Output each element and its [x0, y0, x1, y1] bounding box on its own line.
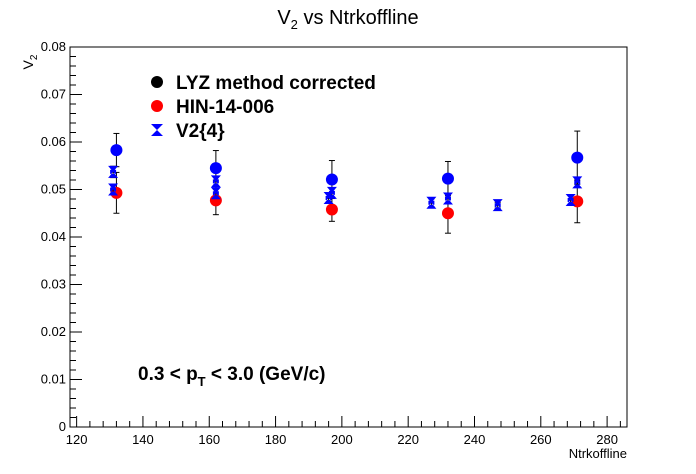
- star-marker: [210, 175, 221, 188]
- legend: LYZ method corrected HIN-14-006 V2{4}: [151, 73, 376, 142]
- data-point: [441, 160, 454, 197]
- x-tick-label: 220: [397, 432, 419, 447]
- data-point: [565, 193, 576, 206]
- data-point: [572, 176, 583, 189]
- legend-marker-lyz: [151, 76, 163, 88]
- y-tick-label: 0: [59, 419, 66, 434]
- data-point: [323, 192, 334, 205]
- circle-marker: [110, 144, 123, 157]
- legend-marker-v24: [151, 124, 163, 136]
- x-tick-label: 260: [530, 432, 552, 447]
- star-marker: [442, 192, 453, 205]
- pt-range-annotation: 0.3 < pT < 3.0 (GeV/c): [138, 364, 326, 389]
- circle-marker: [571, 151, 584, 164]
- chart-title-rest: vs Ntrkoffline: [298, 7, 419, 29]
- x-tick-label: 280: [596, 432, 618, 447]
- data-point: [108, 183, 119, 196]
- star-marker: [565, 193, 576, 206]
- data-layer: [108, 130, 584, 234]
- y-axis: 0 0.01 0.02 0.03 0.04 0.05 0.06 0.07 0.08: [41, 39, 82, 434]
- chart-title: V2 vs Ntrkoffline: [277, 7, 418, 32]
- data-point: [426, 196, 437, 209]
- circle-marker: [325, 173, 338, 186]
- data-point: [325, 197, 338, 222]
- x-axis-label: Ntrkoffline: [569, 446, 627, 461]
- x-tick-label: 160: [198, 432, 220, 447]
- circle-marker: [441, 207, 454, 220]
- y-axis-label-subscript: 2: [29, 54, 40, 60]
- y-tick-label: 0.08: [41, 39, 66, 54]
- y-tick-label: 0.01: [41, 372, 66, 387]
- legend-label-lyz: LYZ method corrected: [176, 73, 376, 94]
- y-tick-label: 0.05: [41, 182, 66, 197]
- star-marker: [210, 187, 221, 200]
- circle-marker: [325, 203, 338, 216]
- star-marker: [108, 165, 119, 178]
- y-axis-label-main: V: [20, 59, 36, 69]
- data-point: [492, 199, 503, 212]
- pt-annotation-subscript: T: [198, 374, 206, 389]
- y-tick-label: 0.04: [41, 229, 66, 244]
- star-marker: [108, 183, 119, 196]
- pt-annotation-rest: < 3.0 (GeV/c): [206, 364, 326, 385]
- data-point: [210, 187, 221, 200]
- data-point: [108, 165, 119, 179]
- y-tick-label: 0.07: [41, 87, 66, 102]
- y-tick-label: 0.06: [41, 134, 66, 149]
- data-point: [210, 175, 221, 188]
- y-tick-label: 0.02: [41, 324, 66, 339]
- star-marker: [323, 192, 334, 205]
- x-axis: 120 140 160 180 200 220 240 260 280: [66, 416, 621, 447]
- circle-marker: [441, 172, 454, 185]
- star-marker: [572, 176, 583, 189]
- x-tick-label: 200: [331, 432, 353, 447]
- y-tick-label: 0.03: [41, 277, 66, 292]
- legend-label-v24: V2{4}: [176, 121, 225, 142]
- pt-annotation-main: 0.3 < p: [138, 364, 198, 385]
- y-axis-label: V2: [20, 54, 40, 69]
- x-tick-label: 120: [66, 432, 88, 447]
- star-marker: [492, 199, 503, 212]
- data-point: [442, 192, 453, 205]
- star-marker: [426, 196, 437, 209]
- data-point: [571, 130, 584, 185]
- x-tick-label: 140: [132, 432, 154, 447]
- data-point: [110, 132, 123, 168]
- circle-marker: [209, 162, 222, 175]
- chart-title-subscript: 2: [291, 17, 298, 32]
- legend-label-hin: HIN-14-006: [176, 97, 274, 118]
- legend-marker-hin: [151, 100, 163, 112]
- chart-title-main: V: [277, 7, 291, 29]
- x-tick-label: 180: [265, 432, 287, 447]
- x-tick-label: 240: [464, 432, 486, 447]
